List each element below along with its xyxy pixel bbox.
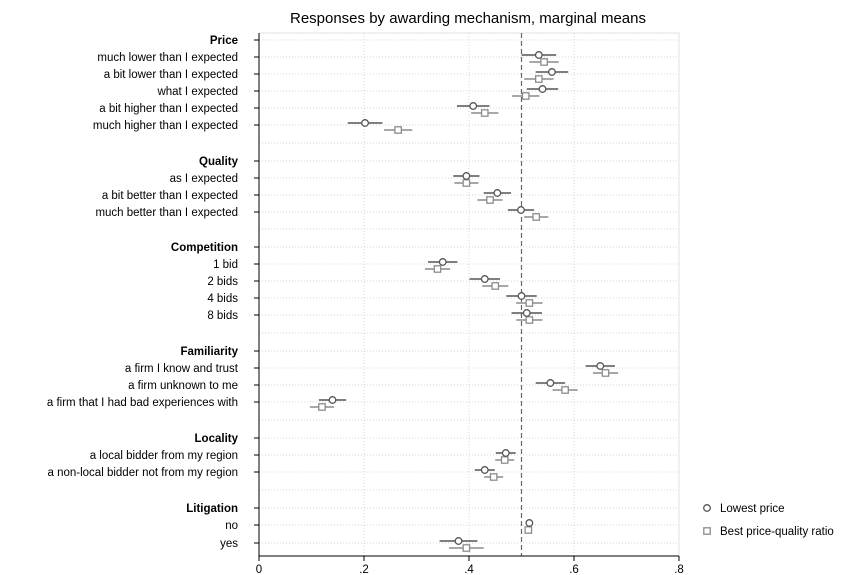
row-label: much higher than I expected — [93, 120, 238, 132]
point-lowest-price — [534, 51, 543, 59]
point-lowest-price — [525, 519, 534, 527]
point-best-price-quality — [394, 126, 402, 134]
x-tick-label: .6 — [569, 564, 579, 575]
legend: Lowest price Best price-quality ratio — [703, 503, 834, 538]
point-best-price-quality — [462, 544, 471, 552]
x-tick-label: 0 — [256, 564, 262, 575]
point-lowest-price — [501, 449, 510, 457]
group-label: Competition — [171, 242, 238, 254]
point-lowest-price — [548, 68, 556, 76]
point-best-price-quality — [540, 58, 548, 66]
legend-marker-best-price-quality — [703, 527, 711, 535]
row-label: 8 bids — [207, 310, 238, 322]
group-label: Familiarity — [180, 346, 238, 358]
row-label: 2 bids — [207, 276, 238, 288]
point-best-price-quality — [525, 316, 534, 324]
gridlines — [258, 32, 680, 557]
row-label: a firm unknown to me — [128, 380, 238, 392]
point-best-price-quality — [525, 299, 534, 307]
point-lowest-price — [596, 362, 605, 370]
x-tick-label: .4 — [464, 564, 474, 575]
point-best-price-quality — [521, 92, 530, 100]
point-lowest-price — [522, 309, 531, 317]
row-label: a bit better than I expected — [102, 190, 238, 202]
legend-marker-lowest-price — [703, 504, 711, 512]
point-best-price-quality — [534, 75, 543, 83]
point-lowest-price — [480, 275, 489, 283]
point-best-price-quality — [601, 369, 610, 377]
point-lowest-price — [480, 466, 489, 474]
x-tick-label: .8 — [674, 564, 684, 575]
row-label: a bit higher than I expected — [99, 103, 238, 115]
row-label: 4 bids — [207, 293, 238, 305]
point-best-price-quality — [491, 282, 500, 290]
legend-label-lowest-price: Lowest price — [720, 503, 785, 515]
row-label: a firm I know and trust — [125, 363, 239, 375]
row-label: much lower than I expected — [97, 52, 238, 64]
data-marks — [309, 51, 619, 552]
row-label: what I expected — [156, 86, 238, 98]
row-label: 1 bid — [213, 259, 238, 271]
point-best-price-quality — [433, 265, 442, 273]
point-lowest-price — [538, 85, 547, 93]
point-best-price-quality — [486, 196, 494, 204]
point-lowest-price — [361, 119, 369, 127]
point-best-price-quality — [489, 473, 498, 481]
point-lowest-price — [462, 172, 471, 180]
row-label: a firm that I had bad experiences with — [47, 397, 238, 409]
point-best-price-quality — [561, 386, 569, 394]
row-label: a non-local bidder not from my region — [48, 467, 239, 479]
point-lowest-price — [517, 292, 526, 300]
point-best-price-quality — [318, 403, 326, 411]
point-lowest-price — [493, 189, 502, 197]
chart-title: Responses by awarding mechanism, margina… — [290, 10, 646, 27]
point-best-price-quality — [524, 526, 533, 534]
point-best-price-quality — [500, 456, 509, 464]
x-tick-label: .2 — [359, 564, 369, 575]
point-lowest-price — [438, 258, 447, 266]
point-lowest-price — [454, 537, 463, 545]
point-best-price-quality — [480, 109, 489, 117]
group-label: Quality — [199, 156, 239, 168]
row-label: a local bidder from my region — [90, 450, 238, 462]
row-label: a bit lower than I expected — [104, 69, 238, 81]
x-axis: 0 .2 .4 .6 .8 — [254, 33, 684, 575]
point-lowest-price — [469, 102, 478, 110]
point-best-price-quality — [532, 213, 541, 221]
row-label: as I expected — [170, 173, 238, 185]
group-label: Price — [210, 35, 238, 47]
row-label: yes — [220, 538, 238, 550]
legend-label-best-price-quality: Best price-quality ratio — [720, 526, 834, 538]
row-label: no — [225, 520, 238, 532]
point-lowest-price — [517, 206, 525, 214]
group-label: Locality — [195, 433, 239, 445]
point-best-price-quality — [462, 179, 471, 187]
point-lowest-price — [328, 396, 337, 404]
group-label: Litigation — [186, 503, 238, 515]
row-labels: Price much lower than I expected a bit low… — [47, 35, 239, 550]
point-lowest-price — [546, 379, 555, 387]
row-label: much better than I expected — [95, 207, 238, 219]
